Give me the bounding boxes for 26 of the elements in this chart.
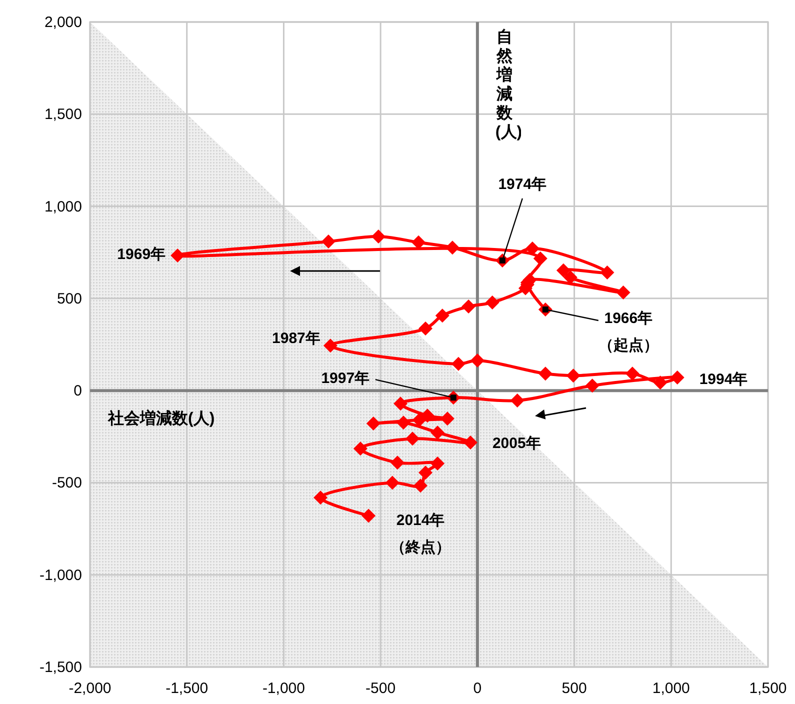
x-tick-label: 0 bbox=[473, 680, 482, 697]
annotation: 1974年 bbox=[497, 175, 548, 196]
x-tick-label: -1,000 bbox=[262, 680, 305, 697]
y-tick-label: -1,500 bbox=[39, 659, 82, 676]
x-tick-label: 500 bbox=[562, 680, 587, 697]
y-tick-label: 1,500 bbox=[44, 106, 82, 124]
x-tick-label: -500 bbox=[366, 680, 396, 697]
y-tick-label: 500 bbox=[56, 290, 82, 308]
annotation: 1997年 bbox=[320, 368, 371, 389]
annotation: 2005年 bbox=[492, 434, 542, 454]
y-tick-label: -500 bbox=[52, 474, 82, 492]
annotation: 2014年（終点） bbox=[390, 510, 452, 558]
y-axis-title: 自然増減数(人) bbox=[495, 28, 522, 142]
y-tick-label: 0 bbox=[74, 382, 82, 400]
annotation: 1987年 bbox=[271, 328, 320, 349]
x-tick-label: 1,500 bbox=[749, 680, 787, 697]
x-tick-label: -1,500 bbox=[166, 680, 208, 697]
x-axis-title: 社会増減数(人) bbox=[107, 408, 215, 428]
y-tick-label: -1,000 bbox=[39, 566, 82, 584]
annotation: 1966年（起点） bbox=[597, 309, 660, 356]
y-tick-label: 2,000 bbox=[44, 14, 82, 31]
annotation: 1969年 bbox=[116, 245, 166, 266]
x-tick-label: 1,000 bbox=[652, 680, 690, 697]
x-tick-label: -2,000 bbox=[68, 680, 112, 697]
annotation: 1994年 bbox=[699, 370, 749, 390]
y-tick-label: 1,000 bbox=[44, 198, 82, 216]
